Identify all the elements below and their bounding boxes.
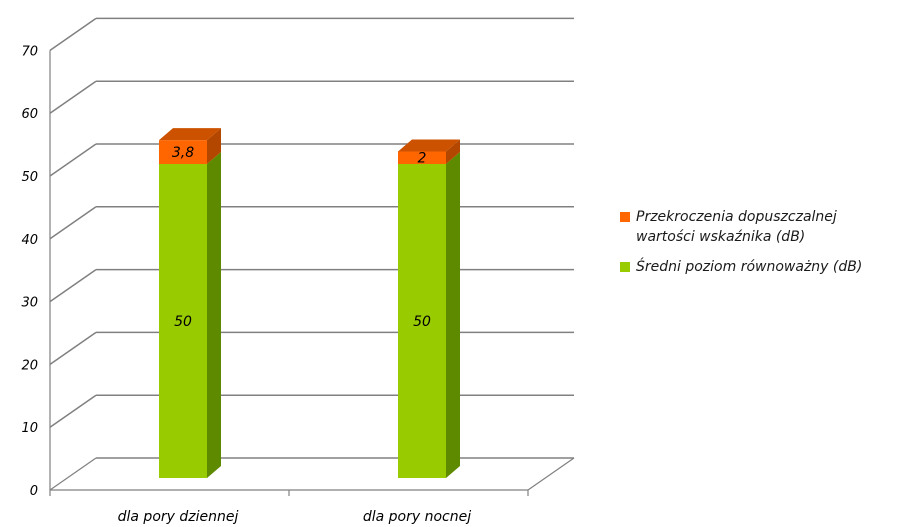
x-category-label: dla pory nocnej [363, 509, 471, 525]
gridline-diagonal [49, 268, 97, 303]
legend: Przekroczenia dopuszczalnej wartości wsk… [620, 207, 920, 287]
x-axis-ticks: dla pory dziennej dla pory nocnej [118, 509, 472, 525]
x-category-label: dla pory dziennej [118, 509, 239, 525]
bar-segment [159, 164, 207, 478]
bar-segment [398, 164, 446, 478]
legend-swatch-average [620, 262, 630, 272]
data-label: 50 [413, 314, 431, 330]
bar-segment [159, 140, 207, 164]
floor-right-edge [527, 457, 575, 491]
data-labels: 50 3,8 50 2 [172, 145, 431, 330]
bar-side [207, 128, 221, 164]
bar-side [446, 139, 460, 164]
y-tick-label: 10 [21, 421, 38, 436]
legend-item-exceedance: Przekroczenia dopuszczalnej wartości wsk… [620, 207, 920, 247]
data-label: 2 [418, 151, 427, 167]
y-tick-label: 0 [30, 484, 38, 499]
legend-swatch-exceedance [620, 212, 630, 222]
gridlines [49, 17, 574, 428]
gridline-diagonal [49, 80, 97, 114]
y-tick-label: 40 [21, 233, 38, 248]
y-tick-label: 60 [21, 107, 38, 122]
gridline-diagonal [49, 143, 97, 177]
bar-side [207, 152, 221, 478]
gridline-diagonal [49, 331, 97, 366]
y-axis-ticks: 0 10 20 30 40 50 60 70 [21, 44, 38, 499]
y-tick-label: 70 [21, 44, 38, 59]
legend-label-line: Przekroczenia dopuszczalnej [636, 209, 837, 225]
bar-top [398, 139, 460, 152]
data-label: 50 [174, 314, 192, 330]
legend-label: Średni poziom równoważny (dB) [636, 259, 863, 275]
bar-top [159, 128, 221, 141]
bars [159, 128, 460, 478]
gridline-diagonal [49, 17, 97, 52]
y-tick-label: 30 [21, 296, 38, 311]
y-tick-label: 50 [21, 170, 38, 185]
data-label: 3,8 [172, 145, 194, 161]
gridline-diagonal [49, 394, 97, 428]
legend-item-average: Średni poziom równoważny (dB) [620, 257, 920, 277]
gridline-diagonal [49, 206, 97, 240]
bar-segment [398, 151, 446, 164]
y-tick-label: 20 [21, 358, 38, 373]
legend-label-line: wartości wskaźnika (dB) [636, 229, 806, 245]
axes [49, 50, 575, 496]
bar-side [446, 152, 460, 478]
floor-left-edge [49, 457, 97, 491]
